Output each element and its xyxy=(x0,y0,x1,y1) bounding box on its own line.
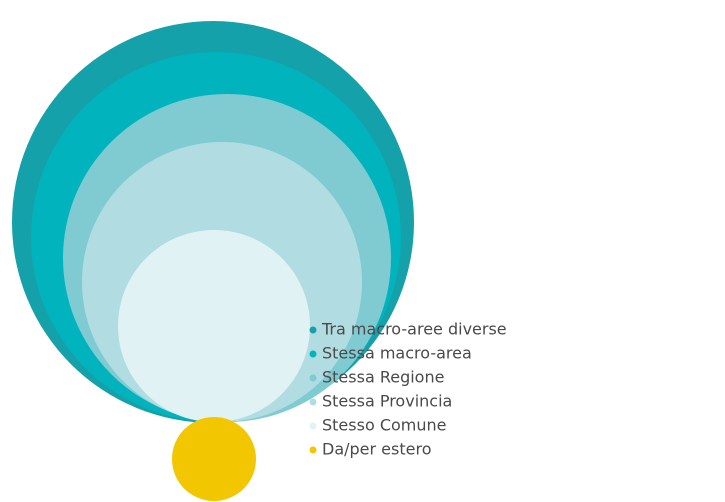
legend-label: Stessa Regione xyxy=(322,368,444,387)
circle xyxy=(172,417,256,501)
legend-bullet xyxy=(309,398,317,406)
circle xyxy=(118,230,310,422)
legend-bullet xyxy=(309,422,317,430)
legend-label: Tra macro-aree diverse xyxy=(321,320,507,339)
legend-bullet xyxy=(309,326,317,334)
legend-label: Stessa Provincia xyxy=(322,392,452,411)
legend-label: Stesso Comune xyxy=(322,416,447,435)
legend-label: Da/per estero xyxy=(322,440,432,459)
legend-bullet xyxy=(309,350,317,358)
legend-label: Stessa macro-area xyxy=(322,344,472,363)
legend-bullet xyxy=(309,446,317,454)
legend-bullet xyxy=(309,374,317,382)
